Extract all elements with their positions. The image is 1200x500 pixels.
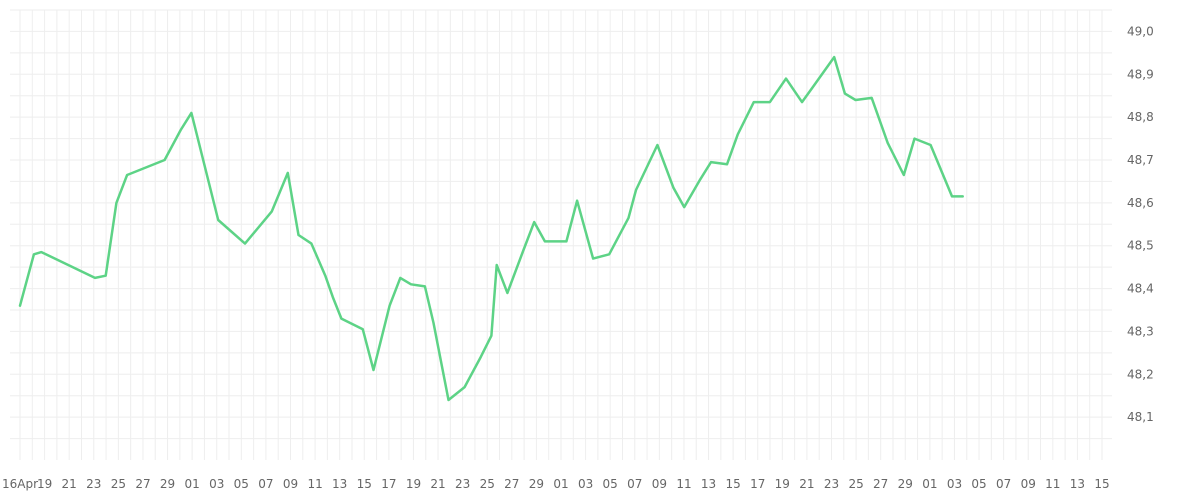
x-tick-label: 07 [627,477,642,491]
x-tick-label: 19 [406,477,421,491]
x-tick-label: 23 [824,477,839,491]
x-tick-label: 05 [234,477,249,491]
x-tick-label: 15 [725,477,740,491]
x-tick-label: 21 [430,477,445,491]
x-tick-label: 21 [62,477,77,491]
x-tick-label: 09 [1021,477,1036,491]
x-tick-label: 01 [184,477,199,491]
x-tick-label: 27 [135,477,150,491]
y-tick-label: 48,9 [1127,67,1154,81]
x-tick-label: 19 [37,477,52,491]
x-tick-label: 13 [701,477,716,491]
x-tick-label: 11 [676,477,691,491]
y-tick-label: 48,2 [1127,367,1154,381]
x-tick-label: 29 [529,477,544,491]
x-tick-label: 05 [971,477,986,491]
y-tick-label: 48,4 [1127,282,1154,296]
x-tick-label: 09 [283,477,298,491]
y-tick-label: 48,1 [1127,410,1154,424]
x-tick-label: 03 [209,477,224,491]
y-tick-label: 48,5 [1127,239,1154,253]
x-tick-label: 19 [775,477,790,491]
x-tick-label: 23 [86,477,101,491]
x-tick-label: 17 [381,477,396,491]
x-tick-label: 23 [455,477,470,491]
x-tick-label: 29 [160,477,175,491]
x-tick-label: 27 [504,477,519,491]
x-tick-label: 25 [111,477,126,491]
x-tick-label: 01 [922,477,937,491]
x-tick-label: 27 [873,477,888,491]
y-tick-label: 48,3 [1127,324,1154,338]
x-tick-label: 15 [357,477,372,491]
y-tick-label: 49,0 [1127,24,1154,38]
series-line [18,55,964,402]
x-tick-label: 17 [750,477,765,491]
x-tick-label: 13 [1070,477,1085,491]
x-tick-label: 01 [553,477,568,491]
x-tick-label: 09 [652,477,667,491]
y-tick-label: 48,7 [1127,153,1154,167]
x-tick-label: 03 [578,477,593,491]
y-tick-label: 48,6 [1127,196,1154,210]
x-tick-label: 11 [1045,477,1060,491]
x-tick-label: 05 [603,477,618,491]
y-tick-label: 48,8 [1127,110,1154,124]
x-tick-label: 16Apr [2,477,38,491]
x-tick-label: 13 [332,477,347,491]
x-tick-label: 25 [848,477,863,491]
x-tick-label: 29 [898,477,913,491]
x-tick-label: 03 [947,477,962,491]
x-tick-label: 25 [480,477,495,491]
x-tick-label: 11 [307,477,322,491]
x-tick-label: 07 [996,477,1011,491]
x-tick-label: 15 [1094,477,1109,491]
x-tick-label: 21 [799,477,814,491]
x-tick-label: 07 [258,477,273,491]
